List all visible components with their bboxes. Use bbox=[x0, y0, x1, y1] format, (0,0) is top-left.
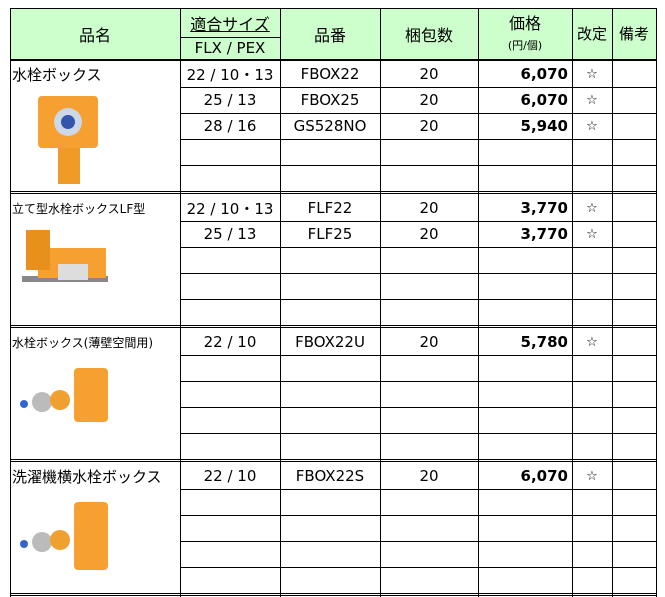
grid-line bbox=[180, 407, 657, 408]
cell-text: FBOX22S bbox=[295, 467, 365, 485]
grid-line bbox=[180, 139, 657, 140]
cell-text: 適合サイズ bbox=[190, 14, 270, 34]
cell-text: FBOX22 bbox=[300, 65, 360, 83]
grid-line bbox=[180, 515, 657, 516]
cell-text: FLX / PEX bbox=[194, 39, 266, 57]
cell-text: 20 bbox=[419, 117, 439, 135]
cell-text: 22 / 10・13 bbox=[186, 199, 274, 218]
cell-text: 22 / 10・13 bbox=[186, 65, 274, 84]
grid-line bbox=[10, 459, 657, 460]
grid-line bbox=[180, 37, 281, 38]
cell-text: ☆ bbox=[586, 334, 598, 350]
grid-line bbox=[10, 193, 657, 194]
cell-text: FBOX25 bbox=[300, 91, 360, 109]
grid-line bbox=[180, 567, 657, 568]
cell-text: 品番 bbox=[313, 25, 346, 45]
grid-line bbox=[612, 8, 613, 597]
header-background bbox=[10, 8, 656, 59]
cell-text: 20 bbox=[419, 467, 439, 485]
cell-text: 5,780 bbox=[520, 333, 568, 351]
cell-text: 20 bbox=[419, 199, 439, 217]
cell-text: FBOX22U bbox=[295, 333, 365, 351]
grid-line bbox=[10, 327, 657, 328]
grid-line bbox=[572, 8, 573, 597]
grid-line bbox=[180, 299, 657, 300]
product-image bbox=[20, 368, 108, 422]
cell-text: 水栓ボックス(薄壁空間用) bbox=[12, 335, 154, 350]
grid-line bbox=[180, 247, 657, 248]
grid-line bbox=[478, 8, 479, 597]
grid-line bbox=[180, 113, 657, 114]
grid-line bbox=[10, 595, 657, 596]
cell-text: 20 bbox=[419, 65, 439, 83]
cell-text: 20 bbox=[419, 91, 439, 109]
grid-line bbox=[180, 273, 657, 274]
grid-line bbox=[10, 593, 657, 594]
cell-text: 22 / 10 bbox=[203, 467, 257, 485]
cell-text: GS528NO bbox=[293, 117, 367, 135]
cell-text: 3,770 bbox=[520, 225, 568, 243]
cell-text: 25 / 13 bbox=[203, 225, 257, 243]
cell-text: FLF22 bbox=[307, 199, 353, 217]
cell-text: ☆ bbox=[586, 92, 598, 108]
cell-text: 28 / 16 bbox=[203, 117, 257, 135]
grid-line bbox=[656, 8, 657, 597]
grid-line bbox=[180, 355, 657, 356]
cell-text: 洗濯機横水栓ボックス bbox=[12, 467, 162, 486]
cell-text: ☆ bbox=[586, 226, 598, 242]
cell-text: ☆ bbox=[586, 118, 598, 134]
cell-text: 6,070 bbox=[520, 467, 568, 485]
cell-text: 6,070 bbox=[520, 65, 568, 83]
cell-text: (円/個) bbox=[507, 38, 543, 52]
grid-line bbox=[180, 381, 657, 382]
cell-text: 梱包数 bbox=[404, 25, 453, 45]
grid-line bbox=[10, 8, 11, 597]
grid-line bbox=[180, 541, 657, 542]
grid-line bbox=[10, 8, 657, 9]
cell-text: 改定 bbox=[576, 25, 607, 43]
product-image bbox=[20, 502, 108, 570]
grid-line bbox=[380, 8, 381, 597]
cell-text: ☆ bbox=[586, 200, 598, 216]
cell-text: 22 / 10 bbox=[203, 333, 257, 351]
grid-line bbox=[10, 325, 657, 326]
grid-line bbox=[180, 433, 657, 434]
cell-text: 5,940 bbox=[520, 117, 568, 135]
cell-text: 6,070 bbox=[520, 91, 568, 109]
cell-text: ☆ bbox=[586, 468, 598, 484]
grid-line bbox=[180, 221, 657, 222]
cell-text: 品名 bbox=[78, 25, 111, 45]
product-image bbox=[22, 230, 108, 282]
cell-text: 3,770 bbox=[520, 199, 568, 217]
cell-text: 20 bbox=[419, 333, 439, 351]
product-image bbox=[38, 96, 98, 184]
cell-text: ☆ bbox=[586, 66, 598, 82]
cell-text: 備考 bbox=[618, 25, 649, 43]
grid-line bbox=[180, 8, 181, 597]
cell-text: 20 bbox=[419, 225, 439, 243]
cell-text: 水栓ボックス bbox=[12, 65, 102, 84]
grid-line bbox=[280, 8, 281, 597]
grid-line bbox=[10, 191, 657, 192]
cell-text: 立て型水栓ボックスLF型 bbox=[12, 201, 146, 216]
cell-text: 25 / 13 bbox=[203, 91, 257, 109]
cell-text: FLF25 bbox=[307, 225, 353, 243]
grid-line bbox=[180, 165, 657, 166]
grid-line bbox=[10, 461, 657, 462]
cell-text: 価格 bbox=[508, 14, 541, 33]
grid-line bbox=[10, 59, 657, 61]
grid-line bbox=[180, 87, 657, 88]
grid-line bbox=[180, 489, 657, 490]
